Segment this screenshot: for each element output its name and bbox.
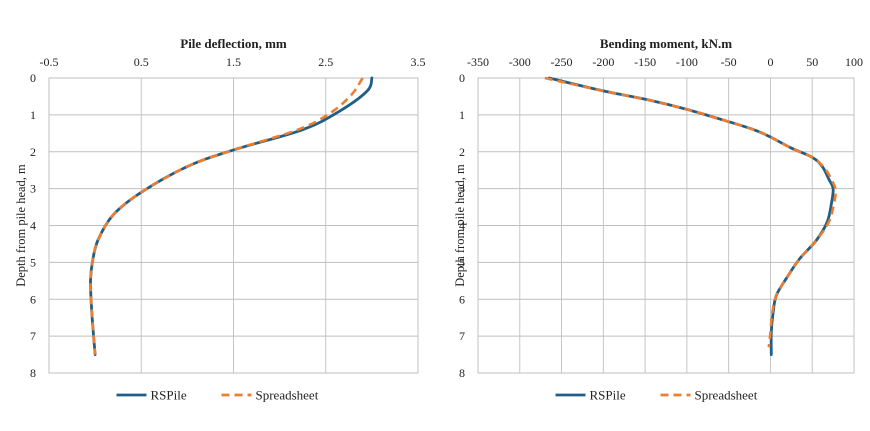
x-tick-label: 100 <box>845 55 863 69</box>
y-tick-label: 2 <box>30 145 36 159</box>
y-axis-label: Depth from pile head, m <box>453 164 467 287</box>
x-tick-label: 3.5 <box>411 55 426 69</box>
plot-area-frame <box>477 77 855 374</box>
y-tick-label: 5 <box>30 255 36 269</box>
x-tick-label: 50 <box>806 55 818 69</box>
gridlines <box>48 77 419 374</box>
series-line-rspile <box>89 76 374 356</box>
y-tick-label: 0 <box>459 71 465 85</box>
y-tick-label: 8 <box>30 366 36 380</box>
chart-title: Pile deflection, mm <box>180 36 287 51</box>
deflection-chart: Pile deflection, mm -0.5 0.5 1.5 2.5 3.5 0 1 2 3 4… <box>14 36 426 403</box>
x-tick-label: -250 <box>551 55 573 69</box>
series-line-spreadsheet <box>89 77 364 355</box>
y-tick-label: 1 <box>30 108 36 122</box>
chart-title: Bending moment, kN.m <box>600 36 732 51</box>
x-tick-label: 0 <box>767 55 773 69</box>
x-tick-label: 0.5 <box>134 55 149 69</box>
y-tick-label: 3 <box>459 182 465 196</box>
x-tick-label: -150 <box>634 55 656 69</box>
y-tick-label: 0 <box>30 71 36 85</box>
bending-moment-chart: Bending moment, kN.m -350 -300 -250 -200 -150… <box>453 36 863 403</box>
legend-item-rspile: RSPile <box>116 388 187 403</box>
legend: RSPile Spreadsheet <box>555 388 758 403</box>
x-tick-label: -200 <box>592 55 614 69</box>
legend-item-rspile: RSPile <box>555 388 626 403</box>
y-tick-label: 4 <box>30 219 36 233</box>
y-tick-label: 8 <box>459 366 465 380</box>
x-tick-label: -100 <box>676 55 698 69</box>
x-tick-label: -0.5 <box>40 55 59 69</box>
y-axis-label: Depth from pile head, m <box>14 164 28 287</box>
legend-label: RSPile <box>590 388 626 403</box>
y-tick-label: 1 <box>459 108 465 122</box>
legend-item-spreadsheet: Spreadsheet <box>221 388 319 403</box>
y-tick-label: 7 <box>30 329 36 343</box>
series-line-rspile <box>547 76 835 356</box>
x-tick-label: 1.5 <box>226 55 241 69</box>
legend-label: Spreadsheet <box>695 388 758 403</box>
series-line-spreadsheet <box>544 76 837 348</box>
x-tick-label: -350 <box>467 55 489 69</box>
x-tick-label: -300 <box>509 55 531 69</box>
gridlines <box>477 77 855 374</box>
legend-item-spreadsheet: Spreadsheet <box>660 388 758 403</box>
legend-label: RSPile <box>151 388 187 403</box>
y-tick-label: 3 <box>30 182 36 196</box>
y-tick-label: 2 <box>459 145 465 159</box>
plot-area-frame <box>48 77 419 374</box>
y-tick-label: 7 <box>459 329 465 343</box>
x-tick-label: 2.5 <box>318 55 333 69</box>
y-tick-label: 6 <box>459 292 465 306</box>
y-tick-label: 6 <box>30 292 36 306</box>
y-tick-label: 5 <box>459 255 465 269</box>
x-tick-label: -50 <box>721 55 737 69</box>
legend: RSPile Spreadsheet <box>116 388 319 403</box>
legend-label: Spreadsheet <box>256 388 319 403</box>
y-tick-label: 4 <box>459 219 465 233</box>
